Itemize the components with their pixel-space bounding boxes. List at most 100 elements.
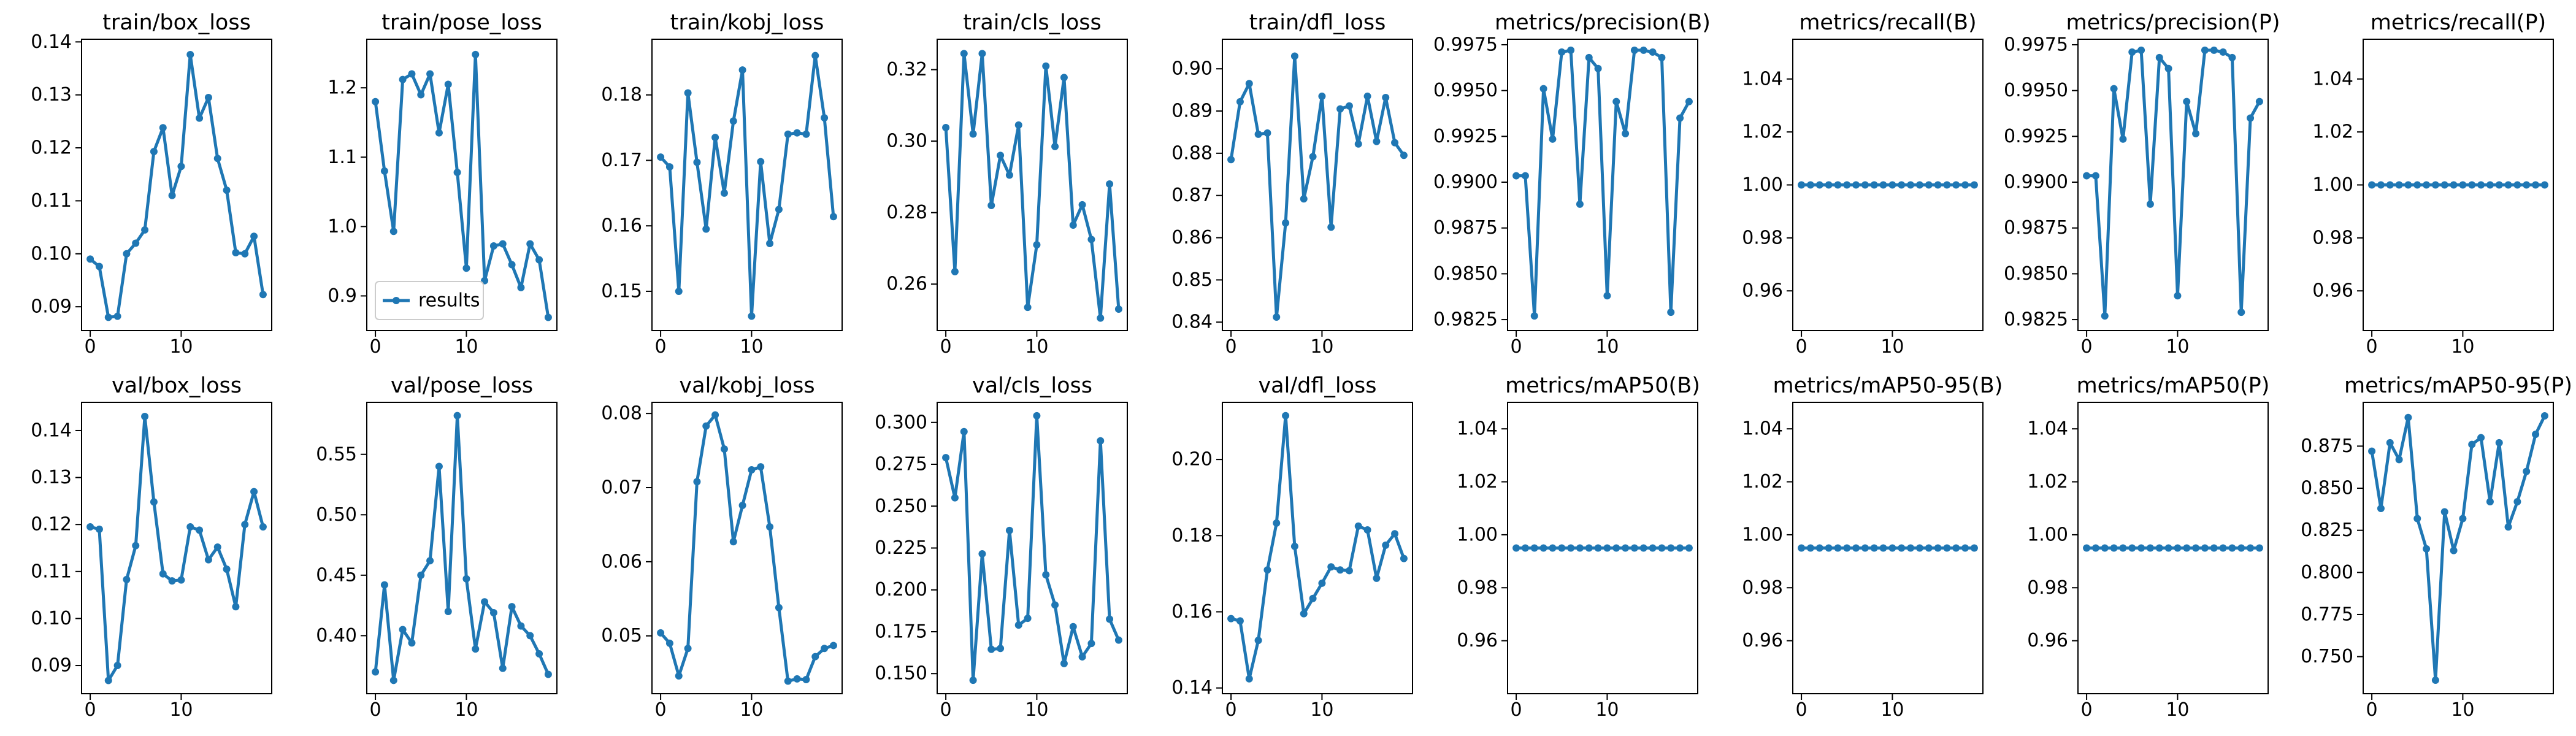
data-point [2201, 544, 2209, 552]
data-point [1576, 200, 1584, 208]
data-point [1970, 544, 1978, 552]
data-point [196, 114, 204, 122]
data-point [113, 312, 121, 320]
data-point [811, 52, 819, 59]
data-point [969, 677, 977, 684]
y-tick-label: 0.9925 [1433, 126, 1498, 147]
data-point [2504, 523, 2512, 531]
data-point [1843, 181, 1851, 189]
legend: results [375, 281, 484, 320]
data-point [1567, 46, 1575, 54]
data-point [1236, 98, 1244, 105]
data-point [2128, 48, 2136, 56]
data-point [186, 523, 194, 531]
panel-val-cls-loss: val/cls_loss 0.150 0.175 0.200 0.225 0.250 0.2… [875, 374, 1128, 721]
data-point [259, 523, 267, 531]
x-tick-label: 10 [1025, 336, 1048, 358]
panel-title: train/dfl_loss [1249, 10, 1386, 35]
data-point [389, 677, 397, 684]
data-point [1943, 181, 1951, 189]
data-point [123, 250, 131, 258]
data-point [196, 526, 204, 534]
data-point [1060, 74, 1068, 82]
data-point [141, 226, 149, 234]
data-point [1512, 172, 1520, 180]
x-tick-label: 0 [370, 336, 381, 358]
panel-val-box-loss: val/box_loss 0.09 0.10 0.11 0.12 0.13 0.14 0 10 [31, 374, 272, 721]
series-line [659, 413, 834, 683]
data-point [113, 662, 121, 670]
data-point [2423, 545, 2431, 553]
panel-title: metrics/recall(B) [1799, 10, 1976, 35]
data-point [1014, 121, 1022, 129]
data-point [1512, 544, 1520, 552]
data-point [2201, 46, 2209, 54]
x-tick-label: 0 [2366, 699, 2378, 721]
data-point [372, 668, 380, 676]
data-point [1915, 544, 1923, 552]
data-point [1236, 617, 1244, 625]
panel-train-cls-loss: train/cls_loss 0.26 0.28 0.30 0.32 0 10 [886, 10, 1128, 358]
series-line [89, 53, 265, 319]
data-point [2513, 497, 2521, 505]
data-point [417, 571, 425, 579]
data-point [2210, 544, 2218, 552]
x-tick-label: 0 [370, 699, 381, 721]
data-point [1227, 615, 1235, 623]
data-point [1907, 544, 1915, 552]
y-tick-label: 0.9950 [1433, 80, 1498, 101]
data-point [2237, 309, 2245, 316]
axes-frame [937, 39, 1128, 331]
data-point [435, 462, 443, 470]
data-point [1060, 659, 1068, 667]
data-point [2450, 546, 2458, 554]
y-tick-label: 1.02 [1742, 471, 1783, 493]
data-point [544, 313, 552, 321]
data-point [1622, 129, 1630, 137]
panel-metrics-recall-b: metrics/recall(B) 0.96 0.98 1.00 1.02 1.04 0 10 [1742, 10, 1984, 358]
data-point [1078, 201, 1086, 209]
data-point [1005, 526, 1013, 534]
data-point [435, 129, 443, 137]
x-tick-label: 0 [1225, 699, 1237, 721]
axes-frame [1792, 402, 1984, 694]
data-point [526, 632, 534, 640]
data-point [1639, 46, 1647, 54]
y-tick-label: 0.16 [1171, 601, 1213, 623]
x-tick-label: 0 [940, 336, 952, 358]
axes-frame [651, 39, 843, 331]
data-point [1549, 135, 1557, 143]
data-point [417, 91, 425, 99]
data-point [2101, 312, 2109, 320]
y-tick-label: 1.1 [328, 147, 357, 168]
data-point [241, 250, 249, 258]
data-point [86, 255, 94, 263]
axes-frame [937, 402, 1128, 694]
data-point [1970, 181, 1978, 189]
data-point [2532, 431, 2540, 439]
data-point [720, 189, 728, 197]
y-tick-label: 0.96 [2312, 280, 2353, 302]
x-tick-label: 10 [1310, 699, 1333, 721]
data-point [223, 186, 231, 194]
x-tick-label: 10 [2166, 699, 2189, 721]
data-point [1898, 181, 1906, 189]
data-point [1354, 522, 1362, 530]
y-tick-label: 0.09 [31, 296, 72, 318]
y-tick-label: 0.12 [31, 137, 72, 159]
data-point [1888, 544, 1896, 552]
y-tick-label: 0.225 [875, 537, 927, 559]
y-tick-label: 0.85 [1171, 269, 1213, 291]
data-point [1685, 98, 1693, 105]
y-tick-label: 0.800 [2301, 562, 2353, 583]
data-point [1391, 530, 1399, 538]
data-point [1952, 544, 1960, 552]
data-point [535, 256, 543, 264]
y-tick-label: 0.90 [1171, 58, 1213, 80]
data-point [2404, 181, 2412, 189]
axes-frame [1222, 402, 1413, 694]
axes-frame [366, 402, 558, 694]
data-point [829, 213, 837, 221]
data-point [2210, 46, 2218, 54]
y-tick-label: 0.98 [2312, 227, 2353, 248]
